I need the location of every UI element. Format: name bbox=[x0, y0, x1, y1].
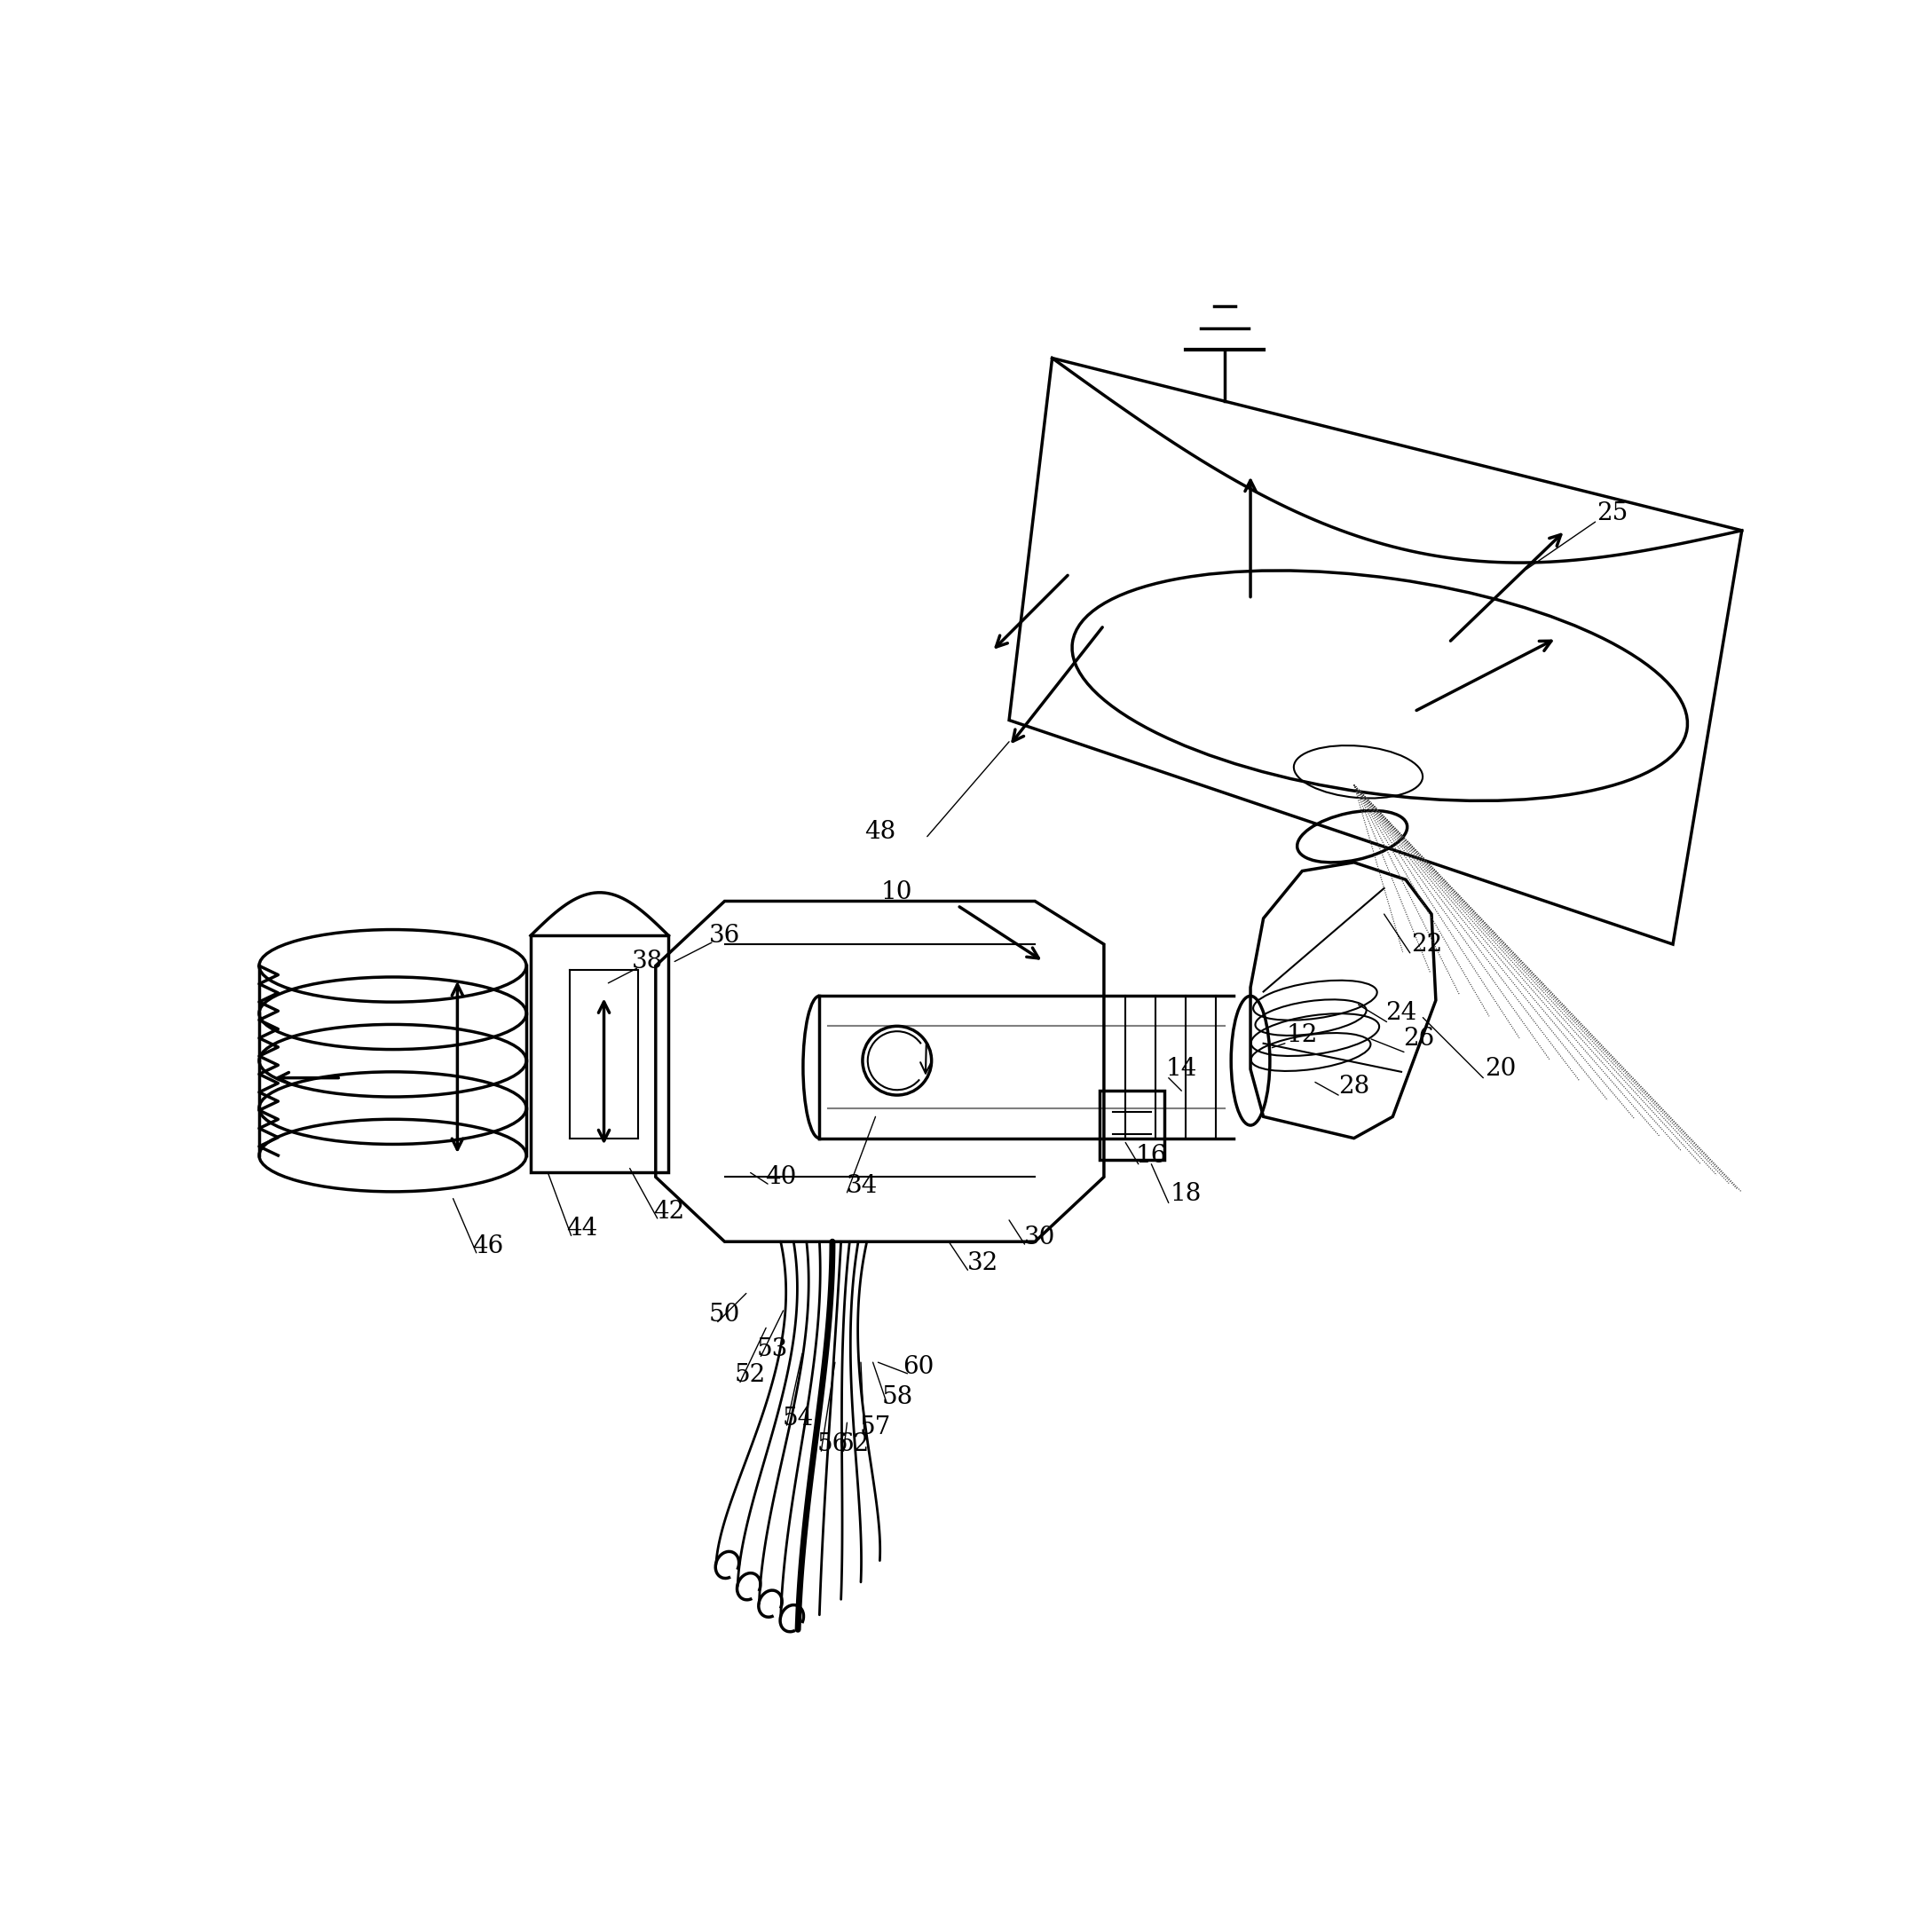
Text: 56: 56 bbox=[817, 1433, 848, 1456]
Text: 12: 12 bbox=[1287, 1023, 1318, 1046]
Text: 28: 28 bbox=[1339, 1075, 1370, 1098]
Text: 20: 20 bbox=[1486, 1058, 1517, 1081]
Text: 38: 38 bbox=[632, 950, 663, 973]
Text: 58: 58 bbox=[881, 1385, 912, 1410]
Text: 25: 25 bbox=[1598, 502, 1629, 525]
Text: 22: 22 bbox=[1412, 933, 1443, 956]
Text: 14: 14 bbox=[1165, 1058, 1198, 1081]
Text: 50: 50 bbox=[709, 1304, 740, 1327]
Text: 32: 32 bbox=[968, 1252, 999, 1275]
Text: 30: 30 bbox=[1024, 1225, 1055, 1250]
Text: 54: 54 bbox=[782, 1406, 813, 1431]
Text: 16: 16 bbox=[1136, 1144, 1167, 1167]
Text: 57: 57 bbox=[860, 1415, 891, 1438]
Text: 40: 40 bbox=[765, 1165, 796, 1188]
Text: 24: 24 bbox=[1385, 1002, 1416, 1025]
Text: 60: 60 bbox=[902, 1354, 935, 1379]
Text: 46: 46 bbox=[471, 1235, 502, 1258]
Text: 36: 36 bbox=[709, 923, 740, 948]
Text: 62: 62 bbox=[838, 1433, 869, 1456]
Text: 18: 18 bbox=[1171, 1183, 1202, 1206]
Text: 44: 44 bbox=[566, 1217, 599, 1240]
Text: 34: 34 bbox=[846, 1173, 879, 1198]
Text: 52: 52 bbox=[734, 1363, 767, 1386]
Text: 53: 53 bbox=[757, 1336, 788, 1361]
Text: 26: 26 bbox=[1403, 1027, 1434, 1052]
Text: 42: 42 bbox=[653, 1200, 684, 1223]
Text: 48: 48 bbox=[864, 821, 895, 844]
Text: 10: 10 bbox=[881, 881, 912, 904]
